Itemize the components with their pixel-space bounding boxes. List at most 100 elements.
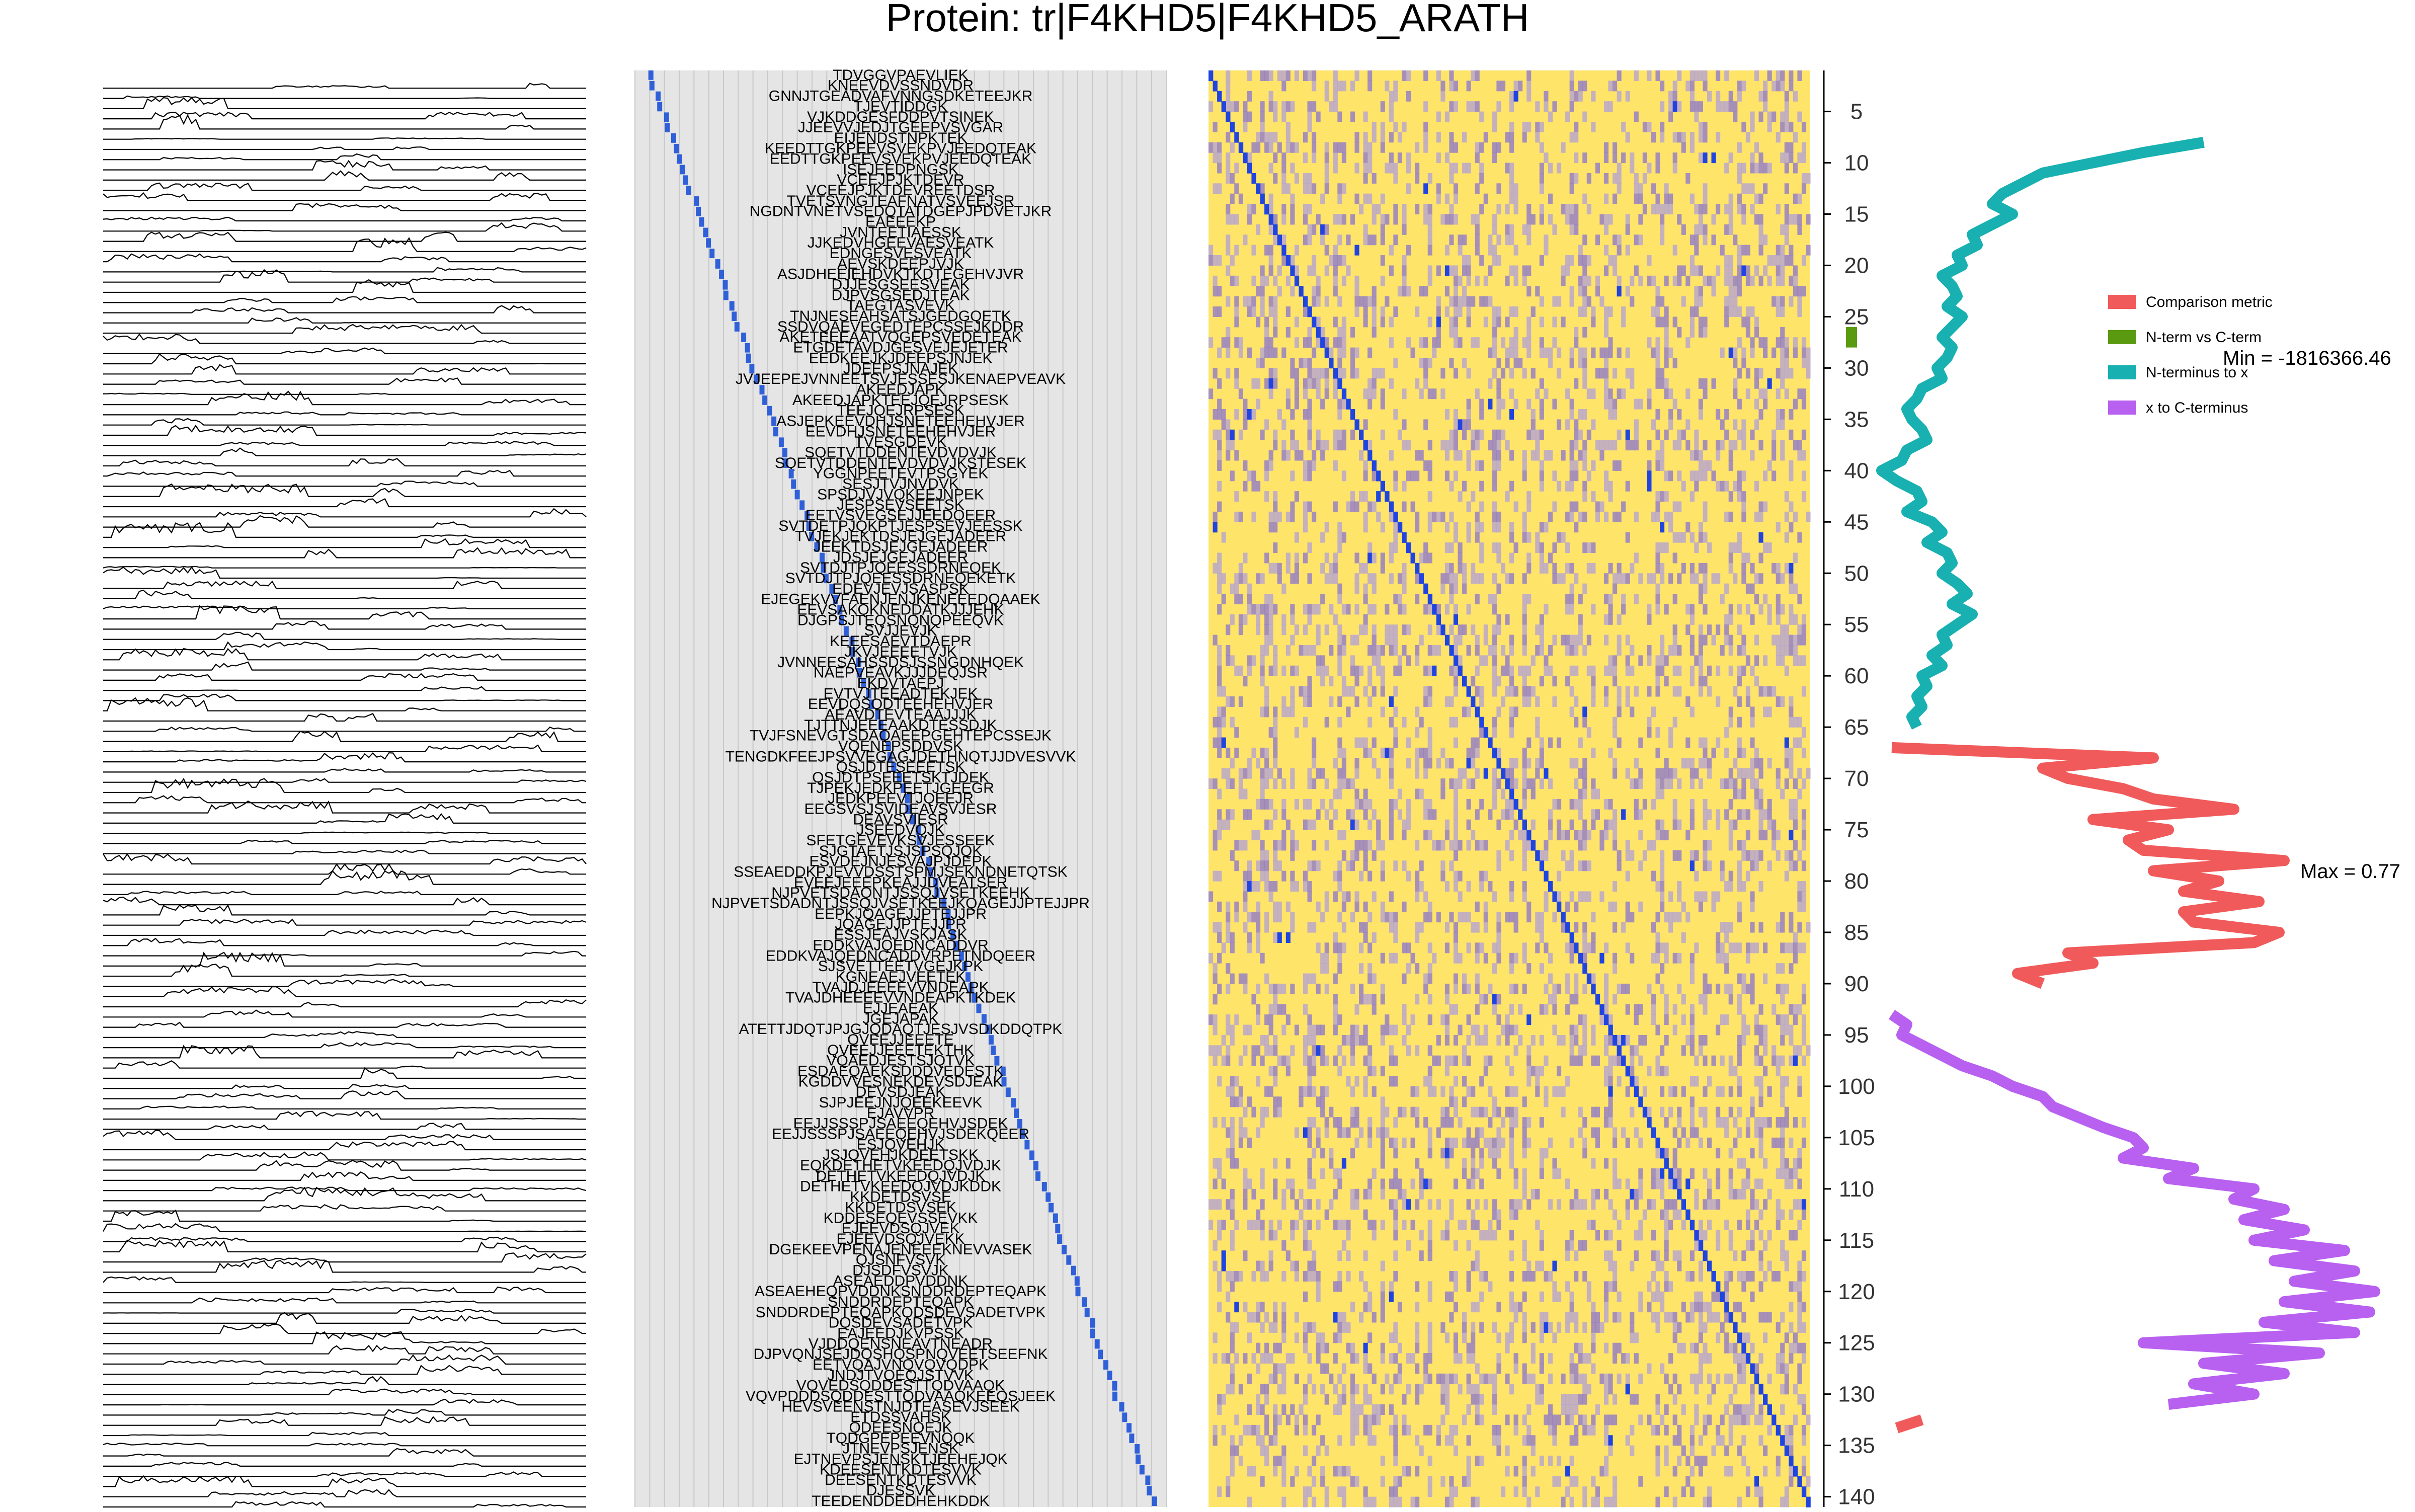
heatmap-cell bbox=[1570, 1045, 1574, 1056]
heatmap-cell bbox=[1337, 655, 1342, 666]
heatmap-cell bbox=[1712, 286, 1716, 296]
heatmap-cell bbox=[1411, 1220, 1415, 1230]
heatmap-cell bbox=[1668, 891, 1673, 902]
heatmap-cell bbox=[1290, 830, 1295, 840]
heatmap-cell bbox=[1703, 502, 1707, 512]
heatmap-cell bbox=[1522, 1117, 1527, 1128]
heatmap-cell bbox=[1454, 276, 1458, 286]
heatmap-cell bbox=[1561, 204, 1566, 214]
heatmap-cell bbox=[1496, 1210, 1501, 1220]
heatmap-cell bbox=[1716, 1107, 1720, 1118]
heatmap-cell bbox=[1475, 70, 1480, 81]
heatmap-cell bbox=[1445, 758, 1450, 768]
heatmap-cell bbox=[1269, 1045, 1273, 1056]
heatmap-cell bbox=[1729, 922, 1733, 933]
heatmap-cell bbox=[1699, 296, 1703, 307]
intensity-trace bbox=[103, 1111, 586, 1119]
heatmap-cell bbox=[1754, 594, 1759, 604]
heatmap-cell bbox=[1484, 994, 1488, 1004]
heatmap-cell bbox=[1570, 173, 1574, 184]
heatmap-cell bbox=[1608, 1230, 1613, 1240]
heatmap-cell bbox=[1389, 953, 1394, 964]
heatmap-cell bbox=[1737, 491, 1742, 502]
heatmap-cell bbox=[1367, 378, 1372, 389]
heatmap-cell bbox=[1707, 1189, 1712, 1200]
heatmap-cell bbox=[1454, 1056, 1458, 1066]
heatmap-cell bbox=[1729, 706, 1733, 717]
heatmap-cell bbox=[1471, 1168, 1475, 1179]
heatmap-cell bbox=[1509, 768, 1514, 779]
heatmap-cell bbox=[1213, 1199, 1218, 1210]
heatmap-cell bbox=[1398, 655, 1402, 666]
heatmap-cell bbox=[1269, 245, 1273, 256]
heatmap-cell bbox=[1668, 470, 1673, 481]
heatmap-cell bbox=[1484, 871, 1488, 882]
heatmap-cell bbox=[1303, 470, 1308, 481]
heatmap-cell bbox=[1526, 204, 1531, 214]
heatmap-cell bbox=[1505, 686, 1509, 697]
heatmap-cell bbox=[1767, 276, 1772, 286]
heatmap-cell bbox=[1694, 850, 1699, 861]
heatmap-cell bbox=[1337, 368, 1342, 378]
heatmap-cell bbox=[1604, 1107, 1608, 1118]
heatmap-cell bbox=[1492, 645, 1497, 656]
heatmap-cell bbox=[1260, 953, 1265, 964]
heatmap-cell bbox=[1789, 296, 1793, 307]
heatmap-cell bbox=[1213, 922, 1218, 933]
heatmap-cell bbox=[1243, 1127, 1247, 1138]
heatmap-cell bbox=[1260, 604, 1265, 614]
heatmap-cell bbox=[1320, 655, 1325, 666]
heatmap-cell bbox=[1428, 276, 1432, 286]
heatmap-cell bbox=[1436, 152, 1441, 163]
heatmap-cell bbox=[1230, 1138, 1235, 1148]
heatmap-cell bbox=[1376, 368, 1381, 378]
heatmap-cell bbox=[1737, 1189, 1742, 1200]
heatmap-cell bbox=[1273, 1189, 1277, 1200]
heatmap-cell bbox=[1690, 1035, 1695, 1046]
heatmap-cell bbox=[1655, 368, 1660, 378]
heatmap-cell bbox=[1256, 1014, 1260, 1025]
heatmap-cell bbox=[1295, 552, 1299, 563]
heatmap-cell bbox=[1406, 942, 1411, 953]
heatmap-cell bbox=[1630, 152, 1634, 163]
heatmap-cell bbox=[1299, 1189, 1303, 1200]
heatmap-cell bbox=[1660, 1107, 1664, 1118]
heatmap-cell bbox=[1720, 348, 1725, 358]
heatmap-cell bbox=[1655, 953, 1660, 964]
heatmap-cell bbox=[1363, 234, 1368, 245]
heatmap-cell bbox=[1230, 850, 1235, 861]
heatmap-cell bbox=[1565, 830, 1570, 840]
heatmap-cell bbox=[1415, 727, 1419, 738]
heatmap-cell bbox=[1337, 1220, 1342, 1230]
heatmap-cell bbox=[1668, 1086, 1673, 1097]
heatmap-cell bbox=[1531, 450, 1536, 461]
heatmap-cell bbox=[1475, 388, 1480, 399]
heatmap-cell bbox=[1763, 1158, 1767, 1169]
heatmap-cell bbox=[1668, 727, 1673, 738]
heatmap-cell bbox=[1651, 1230, 1656, 1240]
heatmap-cell bbox=[1655, 542, 1660, 553]
heatmap-cell bbox=[1234, 296, 1239, 307]
heatmap-cell bbox=[1613, 881, 1617, 892]
heatmap-cell bbox=[1299, 450, 1303, 461]
heatmap-cell bbox=[1269, 1086, 1273, 1097]
heatmap-cell bbox=[1724, 953, 1729, 964]
heatmap-cell bbox=[1264, 70, 1269, 81]
heatmap-cell bbox=[1690, 974, 1695, 984]
heatmap-cell bbox=[1540, 1168, 1544, 1179]
heatmap-cell bbox=[1509, 1210, 1514, 1220]
heatmap-cell bbox=[1509, 1158, 1514, 1169]
heatmap-cell bbox=[1402, 122, 1406, 132]
heatmap-cell bbox=[1578, 81, 1583, 91]
heatmap-cell bbox=[1707, 768, 1712, 779]
heatmap-cell bbox=[1780, 1086, 1785, 1097]
heatmap-cell bbox=[1746, 953, 1750, 964]
heatmap-cell bbox=[1428, 1076, 1432, 1087]
heatmap-cell bbox=[1333, 388, 1338, 399]
heatmap-cell bbox=[1342, 276, 1346, 286]
heatmap-cell bbox=[1471, 1107, 1475, 1118]
heatmap-cell bbox=[1703, 820, 1707, 830]
heatmap-cell bbox=[1363, 563, 1368, 574]
heatmap-cell bbox=[1806, 368, 1810, 378]
heatmap-cell bbox=[1273, 306, 1277, 317]
